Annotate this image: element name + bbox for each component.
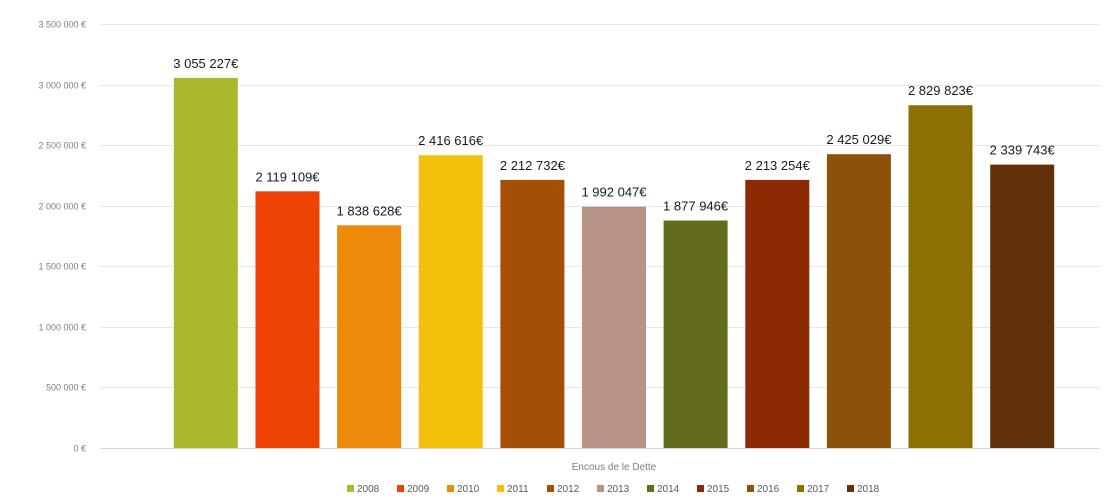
legend-item-2011: 2011 (497, 484, 529, 495)
data-labels: 3 055 227€ 2 119 109€ 1 838 628€ 2 416 616€… (173, 56, 1055, 218)
legend-label: 2016 (757, 484, 780, 495)
legend-item-2008: 2008 (347, 484, 380, 495)
bar-2015 (745, 179, 810, 448)
data-label-2016: 2 425 029€ (826, 132, 892, 147)
data-label-2013: 1 992 047€ (581, 185, 647, 200)
legend-swatch (397, 485, 404, 492)
legend-label: 2009 (407, 484, 430, 495)
bar-2018 (990, 164, 1055, 448)
legend-label: 2010 (457, 484, 480, 495)
y-tick-label: 3 500 000 € (38, 20, 86, 30)
legend-label: 2014 (657, 484, 680, 495)
x-axis-title: Encous de le Dette (572, 462, 657, 473)
legend-label: 2008 (357, 484, 380, 495)
legend-item-2013: 2013 (597, 484, 630, 495)
data-label-2017: 2 829 823€ (908, 83, 974, 98)
bar-2011 (418, 155, 483, 448)
legend-swatch (647, 485, 654, 492)
bar-2008 (173, 77, 238, 449)
data-label-2011: 2 416 616€ (418, 133, 484, 148)
legend-swatch (447, 485, 454, 492)
legend-item-2018: 2018 (847, 484, 880, 495)
y-tick-label: 3 000 000 € (38, 81, 86, 91)
legend-item-2017: 2017 (797, 484, 830, 495)
data-label-2008: 3 055 227€ (173, 56, 239, 71)
legend-item-2014: 2014 (647, 484, 680, 495)
legend-label: 2018 (857, 484, 880, 495)
legend-item-2012: 2012 (547, 484, 580, 495)
legend-item-2009: 2009 (397, 484, 430, 495)
bar-2012 (500, 179, 565, 448)
bar-2010 (337, 225, 402, 448)
legend-label: 2015 (707, 484, 730, 495)
bar-2009 (255, 191, 320, 449)
legend-swatch (347, 485, 354, 492)
bar-2017 (908, 105, 973, 448)
legend-swatch (797, 485, 804, 492)
data-label-2012: 2 212 732€ (500, 158, 566, 173)
legend-item-2015: 2015 (697, 484, 730, 495)
data-label-2018: 2 339 743€ (990, 143, 1056, 158)
legend-swatch (697, 485, 704, 492)
data-label-2015: 2 213 254€ (745, 158, 811, 173)
legend-item-2010: 2010 (447, 484, 480, 495)
bar-2016 (826, 154, 891, 448)
legend-label: 2013 (607, 484, 630, 495)
bar-2013 (582, 206, 646, 448)
y-tick-label: 2 500 000 € (38, 141, 86, 151)
y-tick-label: 500 000 € (46, 383, 86, 393)
y-axis-ticks: 0 € 500 000 € 1 000 000 € 1 500 000 € 2 000 … (38, 20, 86, 454)
legend-swatch (547, 485, 554, 492)
data-label-2009: 2 119 109€ (255, 169, 320, 184)
legend-swatch (747, 485, 754, 492)
legend-swatch (497, 485, 504, 492)
y-tick-label: 0 € (73, 444, 86, 454)
bars (173, 77, 1055, 449)
legend-item-2016: 2016 (747, 484, 780, 495)
legend-label: 2011 (507, 484, 529, 495)
y-tick-label: 2 000 000 € (38, 202, 86, 212)
legend: 2008 2009 2010 2011 2012 2013 2014 2015 2016 2017… (347, 484, 880, 495)
data-label-2010: 1 838 628€ (337, 203, 403, 218)
data-label-2014: 1 877 946€ (663, 199, 729, 214)
legend-swatch (597, 485, 604, 492)
y-tick-label: 1 500 000 € (38, 262, 86, 272)
y-tick-label: 1 000 000 € (38, 323, 86, 333)
legend-swatch (847, 485, 854, 492)
bar-2014 (663, 220, 728, 448)
legend-label: 2012 (557, 484, 580, 495)
legend-label: 2017 (807, 484, 830, 495)
